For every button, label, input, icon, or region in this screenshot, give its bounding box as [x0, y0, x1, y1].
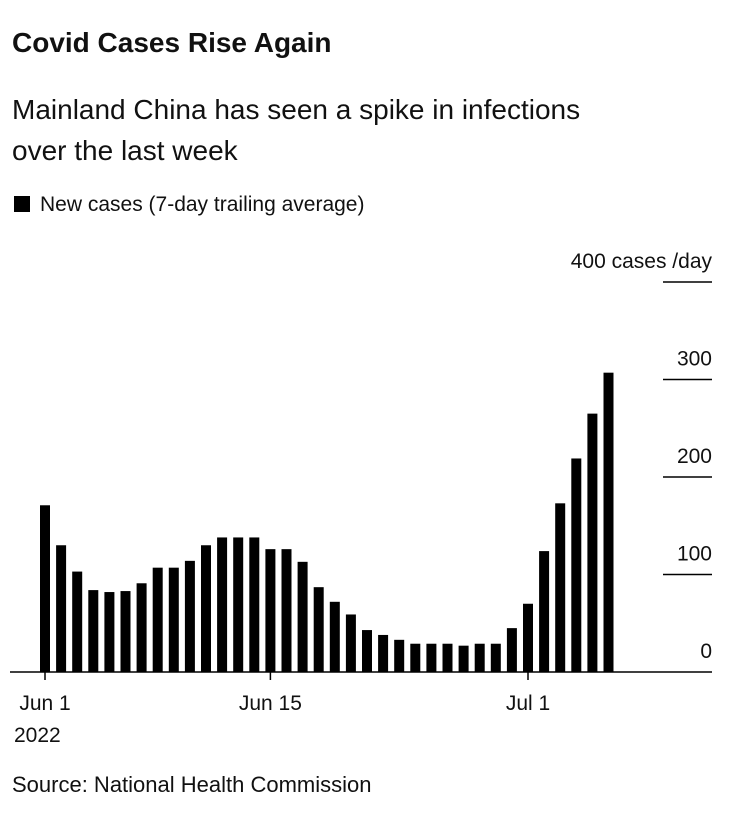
subtitle: Mainland China has seen a spike in infec…: [12, 94, 580, 125]
x-tick-label: Jun 15: [239, 692, 302, 715]
legend-label: New cases (7-day trailing average): [40, 193, 364, 216]
bar: [297, 561, 308, 672]
y-tick-label: 200: [677, 445, 712, 468]
bar: [490, 643, 501, 672]
y-tick-label: 300: [677, 348, 712, 371]
bar: [410, 643, 421, 672]
x-tick-label: Jul 1: [506, 692, 550, 715]
bar: [474, 643, 485, 672]
bar: [233, 537, 244, 672]
bar: [587, 413, 598, 672]
bar: [603, 372, 614, 672]
bar: [168, 567, 179, 672]
bar: [313, 587, 324, 672]
bar: [571, 458, 582, 672]
subtitle: over the last week: [12, 135, 239, 166]
y-tick-label: 100: [677, 543, 712, 566]
bar: [249, 537, 260, 672]
bar: [378, 634, 389, 672]
source: Source: National Health Commission: [12, 772, 372, 797]
bar: [506, 628, 517, 672]
bar: [265, 549, 276, 672]
legend-swatch: [14, 196, 30, 212]
bar: [523, 603, 533, 672]
bar: [394, 639, 405, 672]
bar: [136, 583, 147, 672]
bar: [72, 571, 83, 672]
y-tick-label: 400 cases /day: [571, 250, 713, 273]
chart-title: Covid Cases Rise Again: [12, 27, 332, 58]
bar: [345, 614, 356, 672]
bar: [426, 643, 437, 672]
bar: [539, 551, 550, 672]
bar: [329, 601, 340, 672]
bar: [281, 549, 292, 672]
x-tick-label: Jun 1: [19, 692, 70, 715]
bar: [88, 590, 99, 672]
bar: [184, 560, 195, 672]
bar: [201, 545, 211, 672]
bar: [40, 505, 50, 672]
y-tick-label: 0: [700, 640, 712, 663]
x-year-label: 2022: [14, 724, 61, 747]
bar: [217, 537, 228, 672]
bar: [442, 643, 453, 672]
bar: [152, 567, 163, 672]
bar: [56, 545, 67, 672]
bar: [555, 503, 566, 672]
bar: [104, 592, 115, 672]
bar: [458, 645, 469, 672]
bar: [120, 591, 131, 672]
bar: [362, 630, 372, 672]
